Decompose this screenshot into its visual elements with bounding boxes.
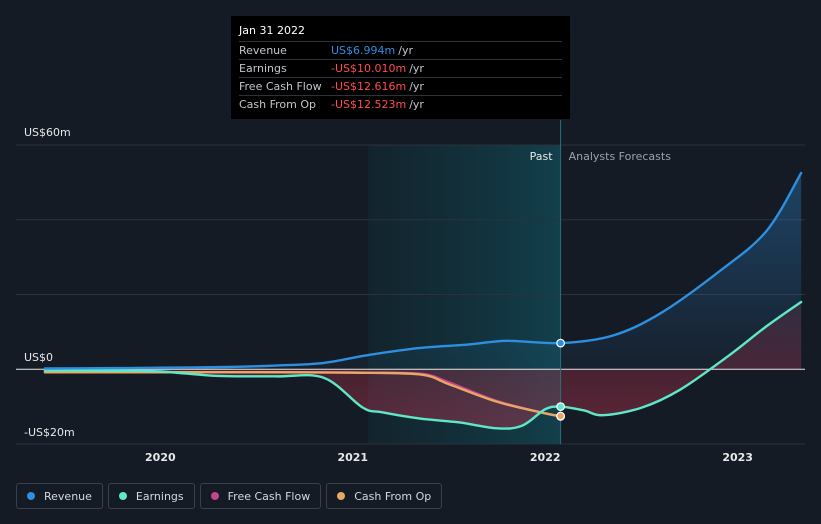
tooltip-row-earnings: Earnings -US$10.010m /yr (239, 60, 562, 78)
earnings-marker (556, 402, 566, 412)
tooltip-date: Jan 31 2022 (239, 24, 562, 42)
tooltip-unit: /yr (398, 44, 413, 57)
tooltip-unit: /yr (409, 62, 424, 75)
x-tick-label: 2023 (722, 451, 753, 464)
tooltip-row-free-cash-flow: Free Cash Flow -US$12.616m /yr (239, 78, 562, 96)
cash-from-op-marker (556, 411, 566, 421)
y-label-top: US$60m (24, 126, 71, 139)
y-label-zero: US$0 (24, 351, 53, 364)
legend-item-free-cash-flow[interactable]: Free Cash Flow (199, 483, 322, 509)
tooltip-label: Cash From Op (239, 98, 317, 111)
legend-dot-icon (27, 492, 35, 500)
tooltip-label: Earnings (239, 62, 287, 75)
region-label-past: Past (530, 150, 554, 163)
tooltip-value: -US$10.010m (331, 62, 407, 75)
tooltip-value: -US$12.523m (331, 98, 407, 111)
region-label-forecast: Analysts Forecasts (569, 150, 672, 163)
tooltip-row-cash-from-op: Cash From Op -US$12.523m /yr (239, 96, 562, 113)
tooltip-label: Revenue (239, 44, 287, 57)
revenue-marker (556, 338, 566, 348)
legend-item-earnings[interactable]: Earnings (107, 483, 195, 509)
x-tick-label: 2021 (337, 451, 368, 464)
legend-label: Revenue (44, 489, 92, 503)
y-label-bottom: -US$20m (24, 426, 75, 439)
revenue-area (44, 173, 802, 370)
x-tick-label: 2020 (145, 451, 176, 464)
legend-label: Free Cash Flow (227, 489, 311, 503)
tooltip-value: -US$12.616m (331, 80, 407, 93)
legend-dot-icon (210, 492, 219, 500)
legend: Revenue Earnings Free Cash Flow Cash Fro… (16, 483, 443, 509)
legend-dot-icon (118, 492, 127, 500)
x-tick-label: 2022 (530, 451, 561, 464)
tooltip-unit: /yr (409, 98, 424, 111)
legend-item-cash-from-op[interactable]: Cash From Op (326, 483, 443, 509)
earnings-line (43, 300, 803, 430)
legend-item-revenue[interactable]: Revenue (16, 483, 103, 509)
legend-label: Cash From Op (354, 489, 432, 503)
tooltip-value: US$6.994m (331, 44, 396, 57)
earnings-area (44, 301, 802, 429)
tooltip-row-revenue: Revenue US$6.994m /yr (239, 42, 562, 60)
legend-dot-icon (337, 492, 346, 500)
chart-tooltip: Jan 31 2022 Revenue US$6.994m /yr Earnin… (231, 16, 570, 119)
legend-label: Earnings (135, 489, 184, 503)
tooltip-unit: /yr (409, 80, 424, 93)
revenue-line (43, 171, 803, 370)
tooltip-label: Free Cash Flow (239, 80, 322, 93)
